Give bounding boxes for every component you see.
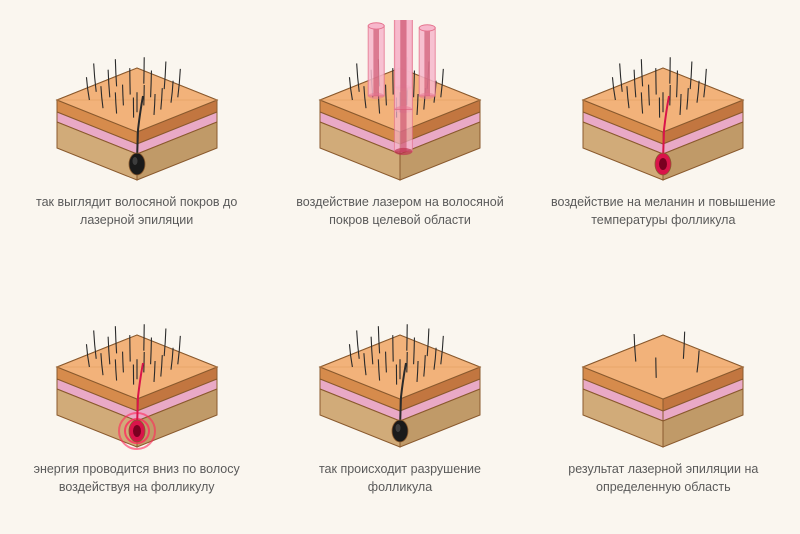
stage-caption-2: воздействие лазером на волосяной покров … (283, 194, 516, 229)
stage-caption-6: результат лазерной эпиляции на определен… (547, 461, 780, 496)
stage-caption-3: воздействие на меланин и повышение темпе… (547, 194, 780, 229)
stage-cell-3: воздействие на меланин и повышение темпе… (547, 20, 780, 257)
stage-cell-2: воздействие лазером на волосяной покров … (283, 20, 516, 257)
stage-diagram-5 (300, 287, 500, 457)
stage-cell-6: результат лазерной эпиляции на определен… (547, 287, 780, 524)
stage-diagram-4 (37, 287, 237, 457)
stage-diagram-1 (37, 20, 237, 190)
stage-diagram-2 (300, 20, 500, 190)
stages-grid: так выглядит волосяной покров до лазерно… (0, 0, 800, 534)
stage-caption-5: так происходит разрушение фолликула (283, 461, 516, 496)
stage-diagram-6 (563, 287, 763, 457)
stage-cell-5: так происходит разрушение фолликула (283, 287, 516, 524)
stage-cell-4: энергия проводится вниз по волосу воздей… (20, 287, 253, 524)
stage-caption-1: так выглядит волосяной покров до лазерно… (20, 194, 253, 229)
stage-caption-4: энергия проводится вниз по волосу воздей… (20, 461, 253, 496)
stage-diagram-3 (563, 20, 763, 190)
stage-cell-1: так выглядит волосяной покров до лазерно… (20, 20, 253, 257)
